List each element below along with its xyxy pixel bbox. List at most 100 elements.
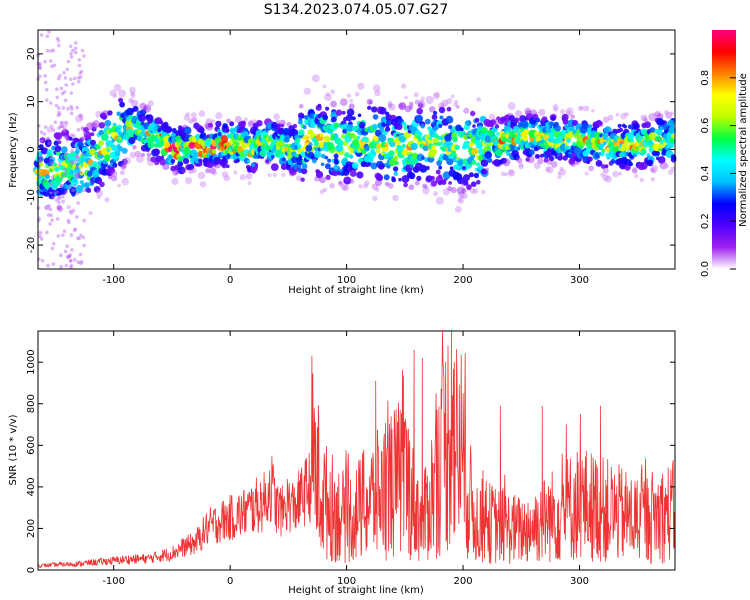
spectrogram-cell — [342, 184, 349, 191]
x-tick-label: 0 — [227, 275, 233, 286]
spectrogram-cell — [68, 44, 73, 49]
spectrogram-cell — [591, 109, 595, 113]
spectrogram-cell — [270, 163, 279, 172]
spectrogram-cell — [372, 114, 379, 120]
spectrogram-cell — [371, 183, 379, 190]
spectrogram-cell — [670, 156, 677, 163]
spectrogram-cell — [211, 119, 215, 123]
spectrogram-cell — [49, 101, 53, 105]
spectrogram-cell — [62, 229, 67, 234]
spectrogram-cell — [185, 112, 191, 117]
spectrogram-cell — [191, 167, 197, 174]
spectrogram-cell — [66, 106, 70, 111]
spectrogram-cell — [575, 160, 580, 165]
spectrogram-cell — [333, 153, 339, 159]
spectrogram-cell — [335, 144, 344, 153]
spectrogram-cell — [84, 182, 90, 188]
spectrogram-cell — [177, 161, 184, 167]
spectrogram-cell — [604, 175, 612, 183]
spectrogram-cell — [78, 71, 82, 76]
spectrogram-cell — [114, 150, 121, 157]
spectrogram-cell — [507, 102, 516, 110]
spectrogram-cell — [256, 120, 263, 127]
spectrogram-cell — [654, 111, 661, 118]
spectrogram-cell — [240, 120, 246, 126]
spectrogram-cell — [73, 172, 78, 177]
spectrogram-cell — [132, 105, 139, 112]
spectrogram-cell — [54, 145, 62, 152]
spectrogram-cell — [68, 258, 73, 263]
spectrogram-cell — [450, 128, 455, 134]
spectrogram-cell — [504, 172, 508, 177]
colorbar-tick-label: 0.8 — [700, 70, 711, 86]
spectrogram-cell — [229, 121, 235, 127]
spectrogram-cell — [435, 196, 444, 205]
spectrogram-cell — [399, 135, 406, 143]
spectrogram-cell — [552, 104, 559, 110]
spectrogram-cell — [586, 160, 591, 164]
spectrogram-cell — [311, 74, 320, 83]
spectrogram-cell — [295, 153, 299, 158]
spectrogram-cell — [147, 118, 153, 124]
spectrogram-cell — [72, 160, 77, 164]
spectrogram-cell — [45, 136, 51, 142]
spectrogram-cell — [656, 129, 663, 136]
spectrogram-cell — [129, 86, 136, 94]
spectrogram-cell — [53, 120, 58, 124]
spectrogram-cell — [600, 164, 606, 169]
snr-series — [37, 330, 675, 569]
spectrogram-cell — [422, 187, 430, 195]
spectrogram-cell — [640, 148, 647, 155]
spectrogram-cell — [51, 48, 56, 53]
spectrogram-cell — [56, 234, 61, 238]
spectrogram-cell — [640, 161, 648, 170]
spectrogram-cell — [404, 105, 412, 113]
spectrogram-cell — [69, 169, 75, 175]
spectrogram-cell — [422, 183, 427, 189]
spectrogram-cell — [449, 166, 454, 170]
spectrogram-cell — [89, 148, 96, 156]
spectrogram-cell — [371, 106, 378, 113]
spectrogram-cell — [73, 179, 77, 183]
spectrogram-cell — [513, 125, 521, 133]
spectrogram-cell — [313, 176, 319, 182]
spectrogram-cell — [178, 156, 184, 162]
x-tick-label: 300 — [570, 275, 589, 286]
spectrogram-cell — [40, 259, 45, 263]
spectrogram-cell — [644, 121, 651, 129]
spectrogram-cell — [90, 181, 94, 186]
snr-panel: -100 0 100 200 300 0 200 400 600 800 1000 Height … — [8, 330, 676, 596]
spectrogram-cell — [69, 233, 74, 237]
spectrogram-cell — [81, 235, 86, 240]
spectrogram-cell — [91, 126, 97, 132]
spectrogram-cell — [371, 123, 378, 130]
spectrogram-cell — [57, 126, 61, 130]
spectrogram-cell — [417, 131, 423, 137]
spectrogram-cell — [349, 178, 355, 184]
spectrogram-cell — [472, 124, 476, 128]
spectrogram-cell — [506, 151, 511, 156]
spectrogram-cell — [59, 253, 63, 257]
spectrogram-cell — [90, 139, 96, 146]
spectrogram-cell — [112, 93, 118, 99]
spectrogram-cell — [513, 153, 520, 161]
spectrogram-cell — [400, 83, 407, 89]
spectrogram-cell — [63, 76, 68, 80]
spectrogram-cell — [76, 201, 80, 205]
spectrogram-cell — [157, 128, 162, 133]
spectrogram-cell — [118, 97, 124, 103]
spectrogram-cell — [43, 74, 47, 78]
spectrogram-cell — [73, 46, 78, 51]
spectrogram-cell — [408, 184, 415, 190]
spectrogram-cell — [59, 264, 63, 269]
spectrogram-cell — [199, 181, 207, 188]
spectrogram-cell — [346, 124, 354, 132]
spectrogram-cell — [632, 122, 639, 130]
spectrogram-cell — [60, 91, 65, 96]
spectrogram-cell — [177, 130, 184, 137]
spectrogram-cell — [82, 188, 86, 192]
spectrogram-cell — [168, 127, 173, 132]
spectrogram-cell — [612, 145, 620, 153]
spectrogram-cell — [628, 161, 633, 167]
spectrogram-cell — [297, 119, 303, 125]
